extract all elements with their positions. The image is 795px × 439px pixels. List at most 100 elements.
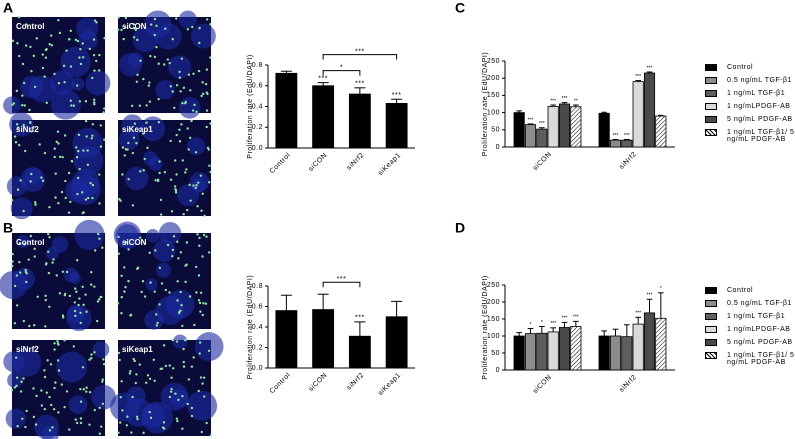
edu-dot — [93, 249, 97, 252]
edu-dot — [171, 38, 174, 41]
bar — [536, 332, 548, 371]
edu-dot — [46, 359, 49, 362]
edu-dot — [180, 303, 183, 307]
edu-dot — [21, 94, 24, 97]
edu-dot — [200, 430, 203, 434]
edu-dot — [123, 266, 126, 269]
edu-dot — [125, 424, 129, 427]
edu-dot — [69, 29, 73, 33]
edu-dot — [33, 201, 37, 204]
edu-dot — [176, 240, 179, 243]
significance-bracket — [322, 70, 361, 76]
edu-dot — [53, 72, 56, 76]
edu-dot — [79, 311, 82, 314]
edu-dot — [120, 295, 123, 299]
nucleus-blob — [160, 382, 189, 411]
legend-label: 5 ng/mL PDGF-AB — [727, 339, 793, 346]
edu-dot — [142, 77, 145, 81]
bar — [609, 335, 622, 371]
significance-label: *** — [355, 48, 365, 55]
edu-dot — [44, 298, 47, 302]
nucleus-blob — [5, 408, 27, 429]
legend-entry: 5 ng/mL PDGF-AB — [705, 116, 795, 123]
edu-dot — [29, 45, 32, 49]
significance-label: *** — [392, 92, 402, 99]
edu-dot — [29, 180, 32, 183]
edu-dot — [20, 380, 23, 383]
edu-dot — [155, 24, 158, 27]
edu-dot — [40, 389, 43, 392]
nucleus-blob — [172, 334, 188, 350]
edu-dot — [47, 250, 50, 253]
edu-dot — [11, 252, 14, 256]
nucleus-blob — [187, 137, 206, 156]
x-tick-label: Control — [269, 152, 292, 175]
edu-dot — [38, 143, 41, 146]
edu-dot — [57, 369, 61, 372]
legend-label: 1 ng/mL TGF-β1/ 5 ng/mL PDGF-AB — [727, 352, 795, 366]
legend-swatch — [705, 64, 717, 71]
edu-dot — [182, 86, 186, 90]
edu-dot — [121, 409, 124, 412]
nucleus-blob — [178, 10, 197, 29]
edu-dot — [201, 192, 204, 195]
edu-dot — [67, 211, 71, 214]
edu-dot — [91, 76, 94, 80]
edu-dot — [116, 28, 120, 31]
edu-dot — [142, 169, 145, 172]
edu-dot — [75, 421, 79, 425]
edu-dot — [53, 155, 56, 159]
edu-dot — [208, 181, 211, 184]
edu-dot — [73, 301, 76, 304]
edu-dot — [127, 141, 130, 145]
edu-dot — [15, 376, 19, 379]
edu-dot — [184, 280, 187, 284]
nucleus-blob — [6, 176, 27, 197]
nucleus-blob — [50, 70, 75, 96]
edu-dot — [192, 356, 195, 359]
edu-dot — [135, 80, 139, 83]
x-tick-label: siCON — [532, 374, 553, 395]
edu-dot — [90, 270, 93, 274]
edu-dot — [142, 431, 145, 435]
edu-dot — [60, 383, 63, 386]
edu-dot — [160, 282, 164, 285]
edu-dot — [57, 202, 60, 205]
edu-dot — [28, 324, 31, 328]
edu-dot — [185, 168, 188, 171]
edu-dot — [200, 94, 203, 98]
y-axis-label: Proliferation rate (EdU/DAPI) — [482, 52, 489, 156]
edu-dot — [204, 82, 208, 86]
legend-entry: 0.5 ng/mL TGF-β1 — [705, 77, 795, 84]
image-label: Control — [16, 238, 44, 247]
edu-dot — [102, 358, 105, 361]
legend: Control 0.5 ng/mL TGF-β1 1 ng/mL TGF-β1 1 n… — [705, 287, 795, 372]
edu-dot — [68, 294, 72, 298]
bar — [524, 124, 537, 148]
edu-dot — [75, 259, 79, 262]
nucleus-blob — [148, 156, 163, 171]
edu-dot — [154, 249, 157, 252]
edu-dot — [187, 148, 190, 151]
edu-dot — [170, 376, 173, 379]
significance-label: *** — [562, 96, 568, 102]
edu-dot — [98, 432, 101, 435]
edu-dot — [84, 119, 88, 123]
edu-dot — [159, 198, 163, 202]
legend-label: 0.5 ng/mL TGF-β1 — [727, 300, 792, 307]
x-tick-label: siNrf2 — [618, 374, 638, 394]
edu-dot — [63, 81, 66, 84]
edu-dot — [120, 380, 123, 383]
edu-dot — [168, 291, 171, 294]
significance-label: *** — [355, 315, 365, 322]
edu-dot — [188, 183, 191, 187]
edu-dot — [93, 102, 96, 106]
edu-dot — [174, 191, 178, 194]
y-tick-label: 0.8 — [252, 283, 263, 290]
edu-dot — [101, 402, 105, 405]
edu-dot — [195, 110, 198, 114]
edu-dot — [57, 411, 60, 414]
edu-dot — [43, 75, 46, 78]
nucleus-blob — [91, 384, 116, 410]
edu-dot — [97, 69, 101, 72]
